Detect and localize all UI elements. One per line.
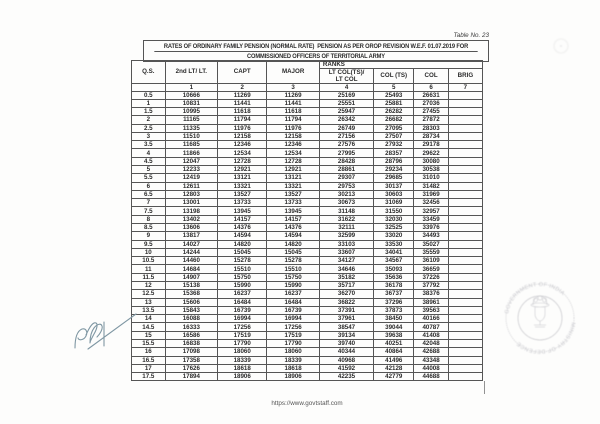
svg-text:MINISTRY OF DEFENCE: MINISTRY OF DEFENCE	[516, 322, 576, 354]
